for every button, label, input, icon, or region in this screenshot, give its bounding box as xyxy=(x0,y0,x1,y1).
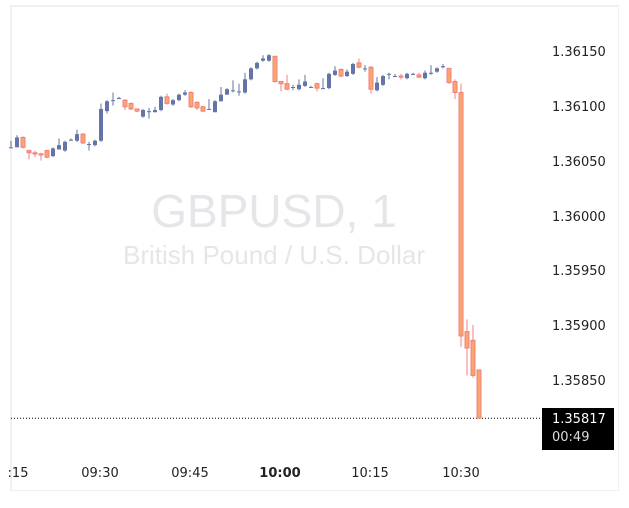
candle[interactable] xyxy=(63,140,67,152)
price-tick-label: 1.35850 xyxy=(552,374,606,389)
candle[interactable] xyxy=(458,83,464,347)
candle[interactable] xyxy=(314,82,320,92)
chart-frame xyxy=(10,5,619,491)
price-tick-label: 1.36100 xyxy=(552,99,606,115)
candle[interactable] xyxy=(32,150,38,158)
candle[interactable] xyxy=(351,62,355,75)
candle[interactable] xyxy=(183,90,187,96)
candle[interactable] xyxy=(237,83,241,96)
time-tick-label: 10:15 xyxy=(351,466,389,481)
candle[interactable] xyxy=(249,67,253,81)
candle[interactable] xyxy=(243,72,247,94)
candle[interactable] xyxy=(93,139,97,147)
candle[interactable] xyxy=(200,105,206,113)
price-tick-label: 1.36050 xyxy=(552,154,606,170)
candle[interactable] xyxy=(345,69,349,78)
last-price-label: 1.35817 00:49 xyxy=(542,408,614,450)
candle[interactable] xyxy=(122,99,128,111)
candle[interactable] xyxy=(381,74,385,86)
candle[interactable] xyxy=(207,99,211,111)
candle[interactable] xyxy=(177,93,181,102)
candle[interactable] xyxy=(405,72,409,80)
candle[interactable] xyxy=(99,103,103,142)
candle[interactable] xyxy=(441,63,445,69)
candle[interactable] xyxy=(111,92,115,106)
candle[interactable] xyxy=(20,136,26,149)
candle[interactable] xyxy=(219,86,223,102)
candle[interactable] xyxy=(333,66,337,77)
candle[interactable] xyxy=(368,66,374,94)
candle[interactable] xyxy=(69,138,73,141)
time-tick-label: 09:30 xyxy=(81,466,119,481)
candle[interactable] xyxy=(356,58,362,69)
candle[interactable] xyxy=(153,106,157,113)
candle[interactable] xyxy=(213,100,217,113)
time-tick-label: :15 xyxy=(7,466,29,481)
candle[interactable] xyxy=(284,74,290,91)
candle[interactable] xyxy=(117,96,121,100)
candle[interactable] xyxy=(435,67,439,73)
candle[interactable] xyxy=(278,81,284,92)
candle[interactable] xyxy=(363,65,367,72)
candle[interactable] xyxy=(411,72,415,75)
candle[interactable] xyxy=(338,68,344,78)
candle[interactable] xyxy=(225,88,229,95)
candle[interactable] xyxy=(87,141,91,151)
candle[interactable] xyxy=(476,369,482,419)
candle[interactable] xyxy=(171,99,175,106)
candle[interactable] xyxy=(159,95,163,112)
candle[interactable] xyxy=(309,85,313,88)
candle[interactable] xyxy=(255,61,259,70)
candle[interactable] xyxy=(75,129,79,142)
candle[interactable] xyxy=(231,80,235,93)
price-tick-label: 1.35900 xyxy=(552,319,606,335)
price-tick-label: 1.36150 xyxy=(552,45,606,60)
candle[interactable] xyxy=(80,133,86,145)
candle[interactable] xyxy=(261,55,265,62)
candle[interactable] xyxy=(51,147,55,158)
candle[interactable] xyxy=(57,138,61,150)
candle[interactable] xyxy=(26,149,32,160)
candle[interactable] xyxy=(321,78,325,90)
candle[interactable] xyxy=(267,54,271,62)
time-tick-label: 10:00 xyxy=(259,466,301,481)
candle[interactable] xyxy=(303,74,307,87)
candle[interactable] xyxy=(128,102,134,111)
candle[interactable] xyxy=(164,93,170,105)
candle[interactable] xyxy=(147,107,151,119)
candle[interactable] xyxy=(464,319,470,376)
candle[interactable] xyxy=(141,108,145,118)
candle[interactable] xyxy=(188,91,194,108)
candle[interactable] xyxy=(134,108,140,113)
candle[interactable] xyxy=(38,152,44,161)
candle[interactable] xyxy=(423,70,427,80)
time-tick-label: 10:30 xyxy=(442,466,480,481)
candle[interactable] xyxy=(452,79,458,100)
candle[interactable] xyxy=(375,77,379,92)
candle[interactable] xyxy=(387,72,391,80)
time-tick-label: 09:45 xyxy=(171,466,209,481)
candle[interactable] xyxy=(194,101,200,111)
candle[interactable] xyxy=(393,73,397,78)
bar-countdown: 00:49 xyxy=(552,430,590,445)
candle[interactable] xyxy=(15,135,19,148)
candle[interactable] xyxy=(291,84,295,91)
price-tick-label: 1.35950 xyxy=(552,264,606,280)
last-price-value: 1.35817 xyxy=(552,412,606,427)
candle[interactable] xyxy=(429,65,433,75)
candle[interactable] xyxy=(446,67,452,84)
candle[interactable] xyxy=(272,55,278,83)
candle[interactable] xyxy=(44,149,50,159)
candle[interactable] xyxy=(105,100,109,114)
candle[interactable] xyxy=(398,73,404,80)
candle[interactable] xyxy=(9,140,13,149)
price-tick-label: 1.36000 xyxy=(552,209,606,225)
candle[interactable] xyxy=(416,72,422,79)
candle[interactable] xyxy=(470,324,476,378)
candle[interactable] xyxy=(327,72,331,90)
candle[interactable] xyxy=(297,79,301,91)
